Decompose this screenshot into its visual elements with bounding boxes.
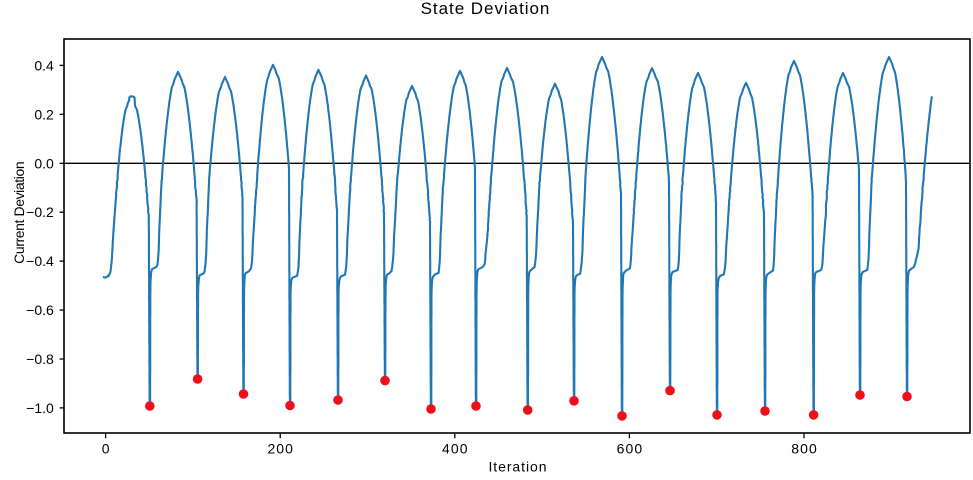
svg-text:−1.0: −1.0 bbox=[26, 400, 54, 416]
svg-text:−0.2: −0.2 bbox=[26, 204, 54, 220]
svg-text:Current Deviation: Current Deviation bbox=[11, 161, 27, 264]
svg-text:600: 600 bbox=[617, 441, 643, 457]
svg-text:Iteration: Iteration bbox=[489, 458, 547, 474]
svg-text:200: 200 bbox=[267, 441, 293, 457]
svg-text:−0.8: −0.8 bbox=[26, 351, 54, 367]
svg-text:800: 800 bbox=[791, 441, 817, 457]
svg-text:0.2: 0.2 bbox=[34, 106, 54, 122]
svg-text:−0.4: −0.4 bbox=[26, 253, 54, 269]
svg-text:0.4: 0.4 bbox=[34, 57, 54, 73]
svg-text:State Deviation: State Deviation bbox=[421, 0, 550, 18]
svg-text:−0.6: −0.6 bbox=[26, 302, 54, 318]
svg-text:400: 400 bbox=[442, 441, 468, 457]
svg-text:0.0: 0.0 bbox=[34, 155, 54, 171]
svg-text:0: 0 bbox=[102, 441, 110, 457]
